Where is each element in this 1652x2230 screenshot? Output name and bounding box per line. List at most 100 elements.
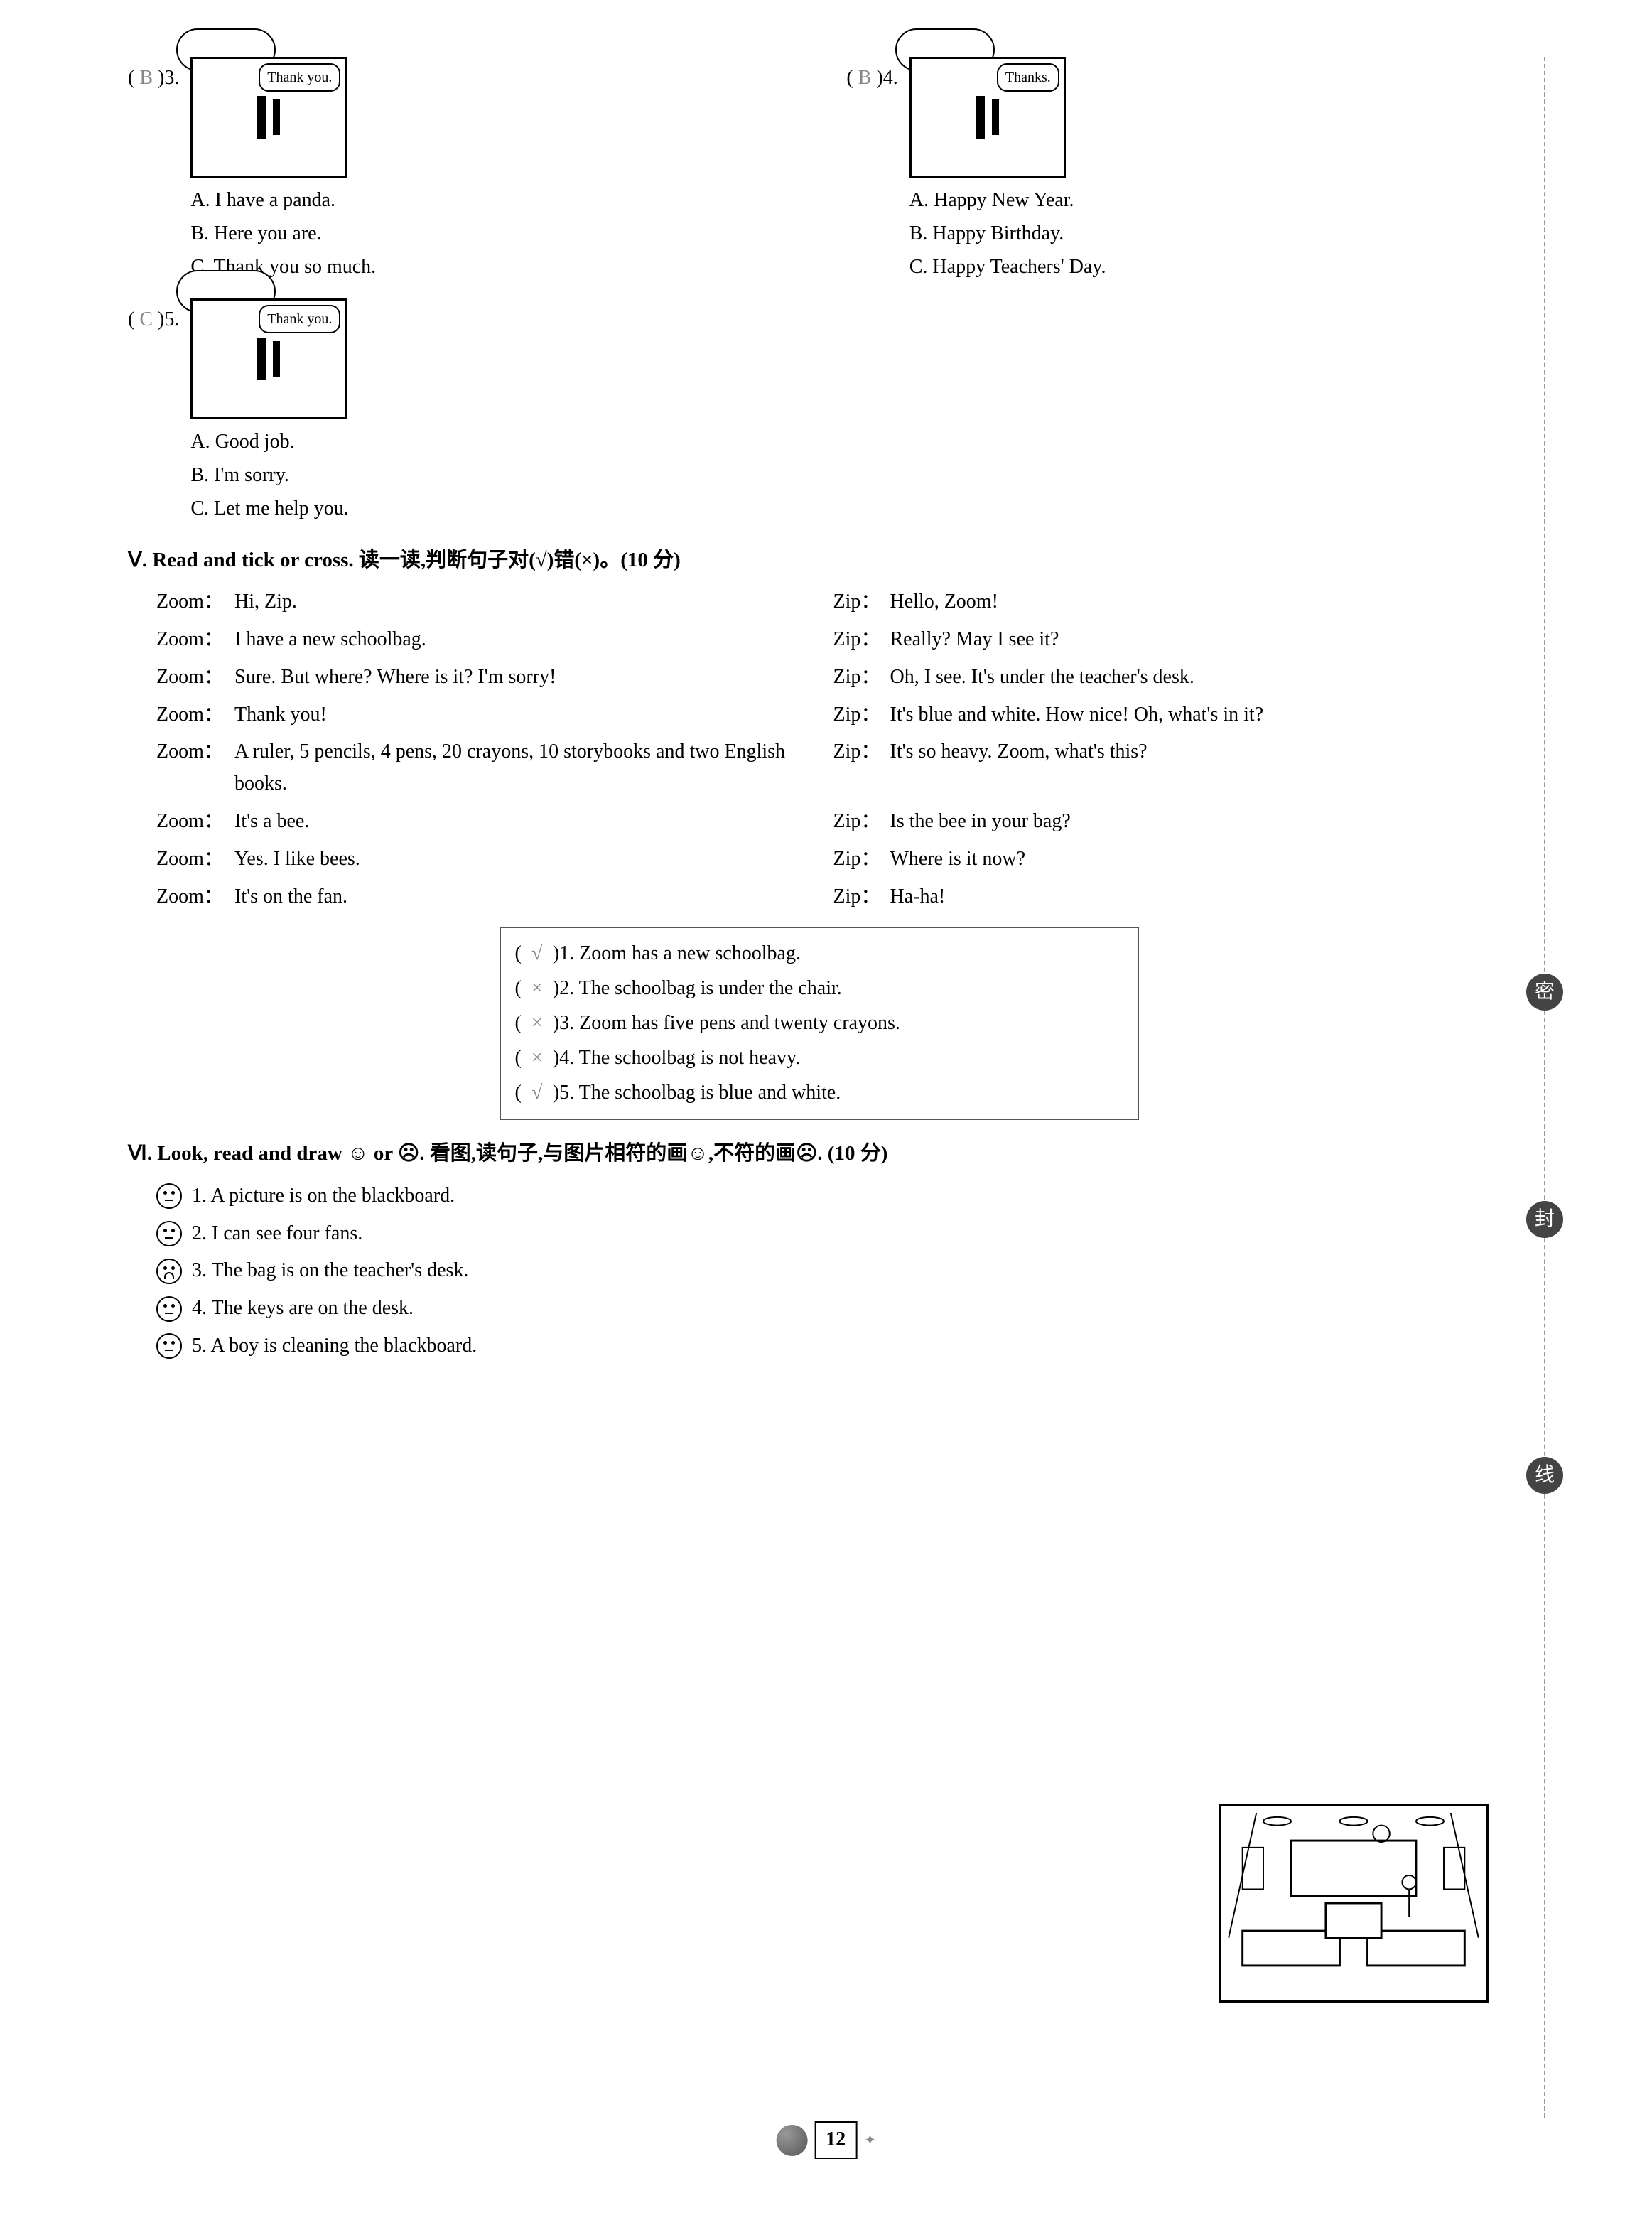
q3-image: Thank you. (190, 57, 347, 178)
speaker-zip: Zip： (833, 844, 890, 876)
dialog-zip-line: Zip：Where is it now? (833, 844, 1482, 876)
q5-answer: C (139, 308, 153, 330)
judge-item: ( √ )5. The schoolbag is blue and white. (515, 1077, 1123, 1109)
q4-opt-c: C. Happy Teachers' Day. (909, 252, 1106, 284)
dialog-zoom-line: Zoom：It's on the fan. (156, 881, 805, 913)
question-4: ( B )4. Thanks. A. Happy New Year. B. Ha… (846, 57, 1510, 284)
zoom-speech: Sure. But where? Where is it? I'm sorry! (234, 662, 805, 694)
classroom-svg (1228, 1813, 1479, 1993)
speaker-zoom: Zoom： (156, 586, 234, 618)
q3-num: 3. (164, 67, 179, 89)
q3-opt-a: A. I have a panda. (190, 185, 376, 217)
q5-options: A. Good job. B. I'm sorry. C. Let me hel… (190, 426, 348, 524)
sect6-text: 2. I can see four fans. (192, 1218, 362, 1250)
zoom-speech: It's a bee. (234, 806, 805, 838)
dialog-zoom-line: Zoom：Sure. But where? Where is it? I'm s… (156, 662, 805, 694)
judge-mark: × (527, 1043, 548, 1074)
q4-options: A. Happy New Year. B. Happy Birthday. C.… (909, 185, 1106, 283)
sect6-text: 5. A boy is cleaning the blackboard. (192, 1330, 477, 1362)
face-icon (156, 1221, 182, 1246)
dialog-zoom-line: Zoom：Thank you! (156, 699, 805, 731)
sect6-text: 4. The keys are on the desk. (192, 1293, 414, 1325)
zoom-speech: I have a new schoolbag. (234, 624, 805, 656)
sect6-item: 1. A picture is on the blackboard. (156, 1180, 1481, 1212)
dialog-zoom-line: Zoom：Yes. I like bees. (156, 844, 805, 876)
judge-mark: √ (527, 938, 548, 970)
judge-mark: × (527, 973, 548, 1005)
q3-answer: B (139, 67, 153, 89)
speaker-zoom: Zoom： (156, 881, 234, 913)
dialog-zoom-line: Zoom：A ruler, 5 pencils, 4 pens, 20 cray… (156, 736, 805, 800)
figure-person (257, 96, 266, 139)
speaker-zip: Zip： (833, 881, 890, 913)
speaker-zip: Zip： (833, 806, 890, 838)
speaker-zoom: Zoom： (156, 736, 234, 800)
zip-speech: Where is it now? (890, 844, 1482, 876)
judge-mark: × (527, 1008, 548, 1040)
section-5-head-en: Ⅴ. Read and tick or cross. (128, 549, 359, 571)
figure-person (257, 338, 266, 380)
face-icon (156, 1333, 182, 1359)
speaker-zip: Zip： (833, 586, 890, 618)
q4-body: Thanks. A. Happy New Year. B. Happy Birt… (909, 57, 1106, 284)
zip-speech: Ha-ha! (890, 881, 1482, 913)
q3-speech-bubble: Thank you. (259, 63, 340, 92)
zip-speech: Hello, Zoom! (890, 586, 1482, 618)
zip-speech: It's so heavy. Zoom, what's this? (890, 736, 1482, 800)
figure-person (273, 341, 280, 377)
judge-text: 1. Zoom has a new schoolbag. (559, 942, 801, 964)
section-6-heading: Ⅵ. Look, read and draw ☺ or ☹. 看图,读句子,与图… (128, 1137, 1510, 1170)
dialog-zip-line: Zip：Oh, I see. It's under the teacher's … (833, 662, 1482, 694)
speaker-zoom: Zoom： (156, 806, 234, 838)
section-6-list: 1. A picture is on the blackboard. 2. I c… (128, 1180, 1510, 1362)
speaker-zoom: Zoom： (156, 624, 234, 656)
judge-item: ( × )2. The schoolbag is under the chair… (515, 973, 1123, 1005)
dialog-zip-line: Zip：Really? May I see it? (833, 624, 1482, 656)
zoom-speech: Thank you! (234, 699, 805, 731)
sect6-item: 4. The keys are on the desk. (156, 1293, 1481, 1325)
dialog-grid: Zoom：Hi, Zip.Zip：Hello, Zoom!Zoom：I have… (156, 586, 1481, 912)
speaker-zoom: Zoom： (156, 844, 234, 876)
q3-opt-b: B. Here you are. (190, 218, 376, 250)
q3-body: Thank you. A. I have a panda. B. Here yo… (190, 57, 376, 284)
zoom-speech: A ruler, 5 pencils, 4 pens, 20 crayons, … (234, 736, 805, 800)
q5-prefix: ( C )5. (128, 304, 179, 336)
page-number: 12 (814, 2121, 857, 2159)
dialog-zip-line: Zip：It's so heavy. Zoom, what's this? (833, 736, 1482, 800)
dialog-zip-line: Zip：Ha-ha! (833, 881, 1482, 913)
side-label-feng: 封 (1526, 1201, 1563, 1238)
q5-opt-a: A. Good job. (190, 426, 348, 458)
dialog-zoom-line: Zoom：It's a bee. (156, 806, 805, 838)
dialog-zip-line: Zip：It's blue and white. How nice! Oh, w… (833, 699, 1482, 731)
judge-item: ( √ )1. Zoom has a new schoolbag. (515, 938, 1123, 970)
section-5-heading: Ⅴ. Read and tick or cross. 读一读,判断句子对(√)错… (128, 544, 1510, 576)
q3-options: A. I have a panda. B. Here you are. C. T… (190, 185, 376, 283)
dialog-zoom-line: Zoom：Hi, Zip. (156, 586, 805, 618)
face-icon (156, 1183, 182, 1209)
q4-prefix: ( B )4. (846, 63, 897, 95)
q4-opt-a: A. Happy New Year. (909, 185, 1106, 217)
zoom-speech: Yes. I like bees. (234, 844, 805, 876)
side-label-xian: 线 (1526, 1457, 1563, 1494)
q5-speech-bubble: Thank you. (259, 305, 340, 333)
judge-item: ( × )3. Zoom has five pens and twenty cr… (515, 1008, 1123, 1040)
zip-speech: It's blue and white. How nice! Oh, what'… (890, 699, 1482, 731)
speaker-zip: Zip： (833, 699, 890, 731)
q4-opt-b: B. Happy Birthday. (909, 218, 1106, 250)
speaker-zoom: Zoom： (156, 662, 234, 694)
speaker-zip: Zip： (833, 624, 890, 656)
q4-speech-bubble: Thanks. (997, 63, 1059, 92)
judge-mark: √ (527, 1077, 548, 1109)
zip-speech: Oh, I see. It's under the teacher's desk… (890, 662, 1482, 694)
side-dashed-line (1544, 57, 1545, 2118)
sect6-item: 2. I can see four fans. (156, 1218, 1481, 1250)
judge-text: 4. The schoolbag is not heavy. (559, 1047, 800, 1069)
zoom-speech: It's on the fan. (234, 881, 805, 913)
sect6-text: 1. A picture is on the blackboard. (192, 1180, 455, 1212)
judge-text: 5. The schoolbag is blue and white. (559, 1082, 841, 1104)
section-6-head-en: Ⅵ. Look, read and draw ☺ or ☹. (128, 1142, 430, 1165)
sect6-text: 3. The bag is on the teacher's desk. (192, 1255, 468, 1287)
sect6-item: 3. The bag is on the teacher's desk. (156, 1255, 1481, 1287)
question-5: ( C )5. Thank you. A. Good job. B. I'm s… (128, 298, 1510, 526)
speaker-zip: Zip： (833, 662, 890, 694)
